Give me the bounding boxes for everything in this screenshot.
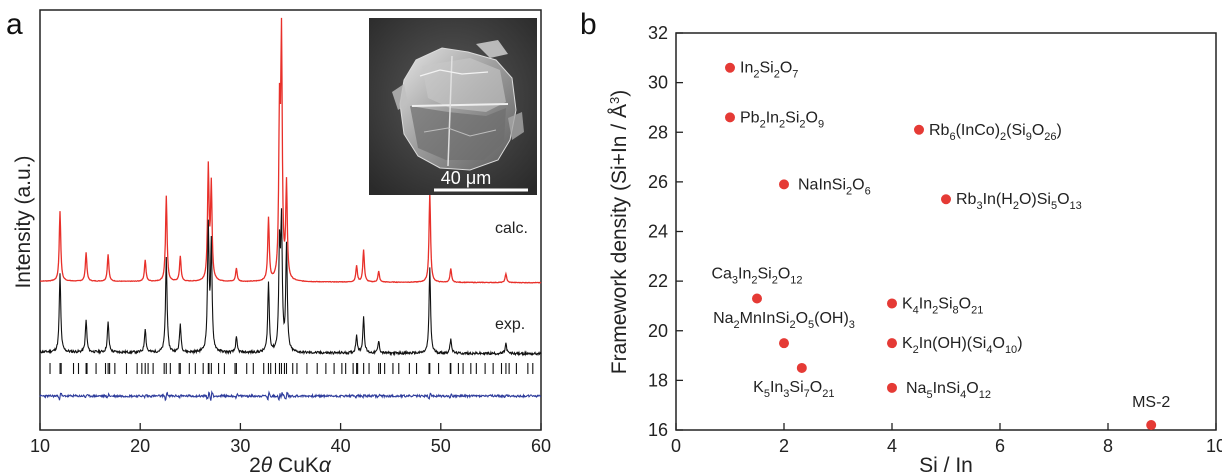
point-label: K5In3Si7O21 (753, 379, 834, 400)
scatter-point (752, 293, 762, 304)
x-tick-label: 8 (1103, 436, 1113, 456)
point-label: K4In2Si8O21 (902, 295, 983, 316)
scale-bar-label: 40 μm (441, 168, 491, 188)
point-label: Rb6(InCo)2(Si9O26) (929, 122, 1062, 143)
sem-micrograph-inset: 40 μm (369, 18, 537, 195)
x-tick-label: 50 (431, 436, 451, 456)
scatter-point (1146, 420, 1157, 431)
x-tick-label: 60 (531, 436, 551, 456)
y-tick-label: 32 (648, 23, 668, 43)
calc-trace (40, 17, 542, 284)
x-tick-label: 40 (331, 436, 351, 456)
point-label: Ca3In2Si2O12 (711, 265, 802, 286)
x-tick-label: 4 (887, 436, 897, 456)
point-label: MS-2 (1132, 394, 1170, 411)
difference-trace (39, 389, 542, 402)
point-label: In2Si2O7 (740, 60, 798, 81)
panel-b-frame (675, 32, 1217, 431)
x-tick-label: 10 (30, 436, 50, 456)
point-label: Rb3In(H2O)Si5O13 (956, 191, 1082, 212)
panel-a-label: a (6, 8, 23, 41)
panel-a-x-axis-label: 2θ CuKα (249, 454, 332, 475)
panel-a: a 10 20 30 40 50 60 calc. exp. Intensity (a.u… (6, 8, 551, 475)
xrd-traces (39, 17, 542, 402)
point-label: Na2MnInSi2O5(OH)3 (713, 310, 855, 331)
x-tick-label: 0 (671, 436, 681, 456)
scatter-point (796, 362, 807, 373)
series-label-exp: exp. (495, 316, 525, 333)
scatter-point (779, 179, 789, 190)
y-tick-label: 22 (648, 271, 668, 291)
point-label: Pb2In2Si2O9 (740, 109, 824, 130)
point-label: NaInSi2O6 (798, 176, 871, 197)
scatter-point (914, 124, 924, 135)
x-tick-label: 6 (995, 436, 1005, 456)
panel-b-x-axis-label: Si / In (919, 454, 973, 475)
x-tick-label: 2 (779, 436, 789, 456)
reflection-tick-marks (49, 363, 534, 374)
panel-a-x-ticks: 10 20 30 40 50 60 (30, 423, 551, 456)
point-label: K2In(OH)(Si4O10) (902, 335, 1023, 356)
scatter-point (941, 194, 951, 205)
exp-trace (39, 208, 542, 357)
scatter-point (779, 338, 789, 349)
scatter-point (725, 112, 735, 123)
y-tick-label: 26 (648, 172, 668, 192)
y-tick-label: 18 (648, 370, 668, 390)
y-tick-label: 24 (648, 222, 668, 242)
panel-a-frame (39, 9, 542, 431)
scatter-points: In2Si2O7 Pb2In2Si2O9 Rb6(InCo)2(Si9O26) NaI… (711, 60, 1170, 431)
y-tick-label: 28 (648, 122, 668, 142)
panel-b-x-ticks: 0 2 4 6 8 10 (671, 423, 1222, 456)
crystal-image (392, 40, 524, 171)
x-tick-label: 30 (230, 436, 250, 456)
y-tick-label: 30 (648, 73, 668, 93)
panel-b-y-ticks: 16 18 20 22 24 26 28 30 32 (648, 23, 683, 440)
point-label: Na5InSi4O12 (906, 380, 991, 401)
y-tick-label: 20 (648, 321, 668, 341)
scatter-point (887, 382, 897, 393)
y-tick-label: 16 (648, 420, 668, 440)
series-label-calc: calc. (495, 220, 528, 237)
panel-b-label: b (580, 8, 597, 41)
scatter-point (725, 62, 735, 73)
x-tick-label: 10 (1206, 436, 1222, 456)
scatter-point (887, 338, 897, 349)
panel-b-y-axis-label: Framework density (Si+In / Å3) (607, 90, 631, 374)
scatter-point (887, 298, 897, 309)
panel-a-y-axis-label: Intensity (a.u.) (12, 155, 35, 288)
x-tick-label: 20 (130, 436, 150, 456)
